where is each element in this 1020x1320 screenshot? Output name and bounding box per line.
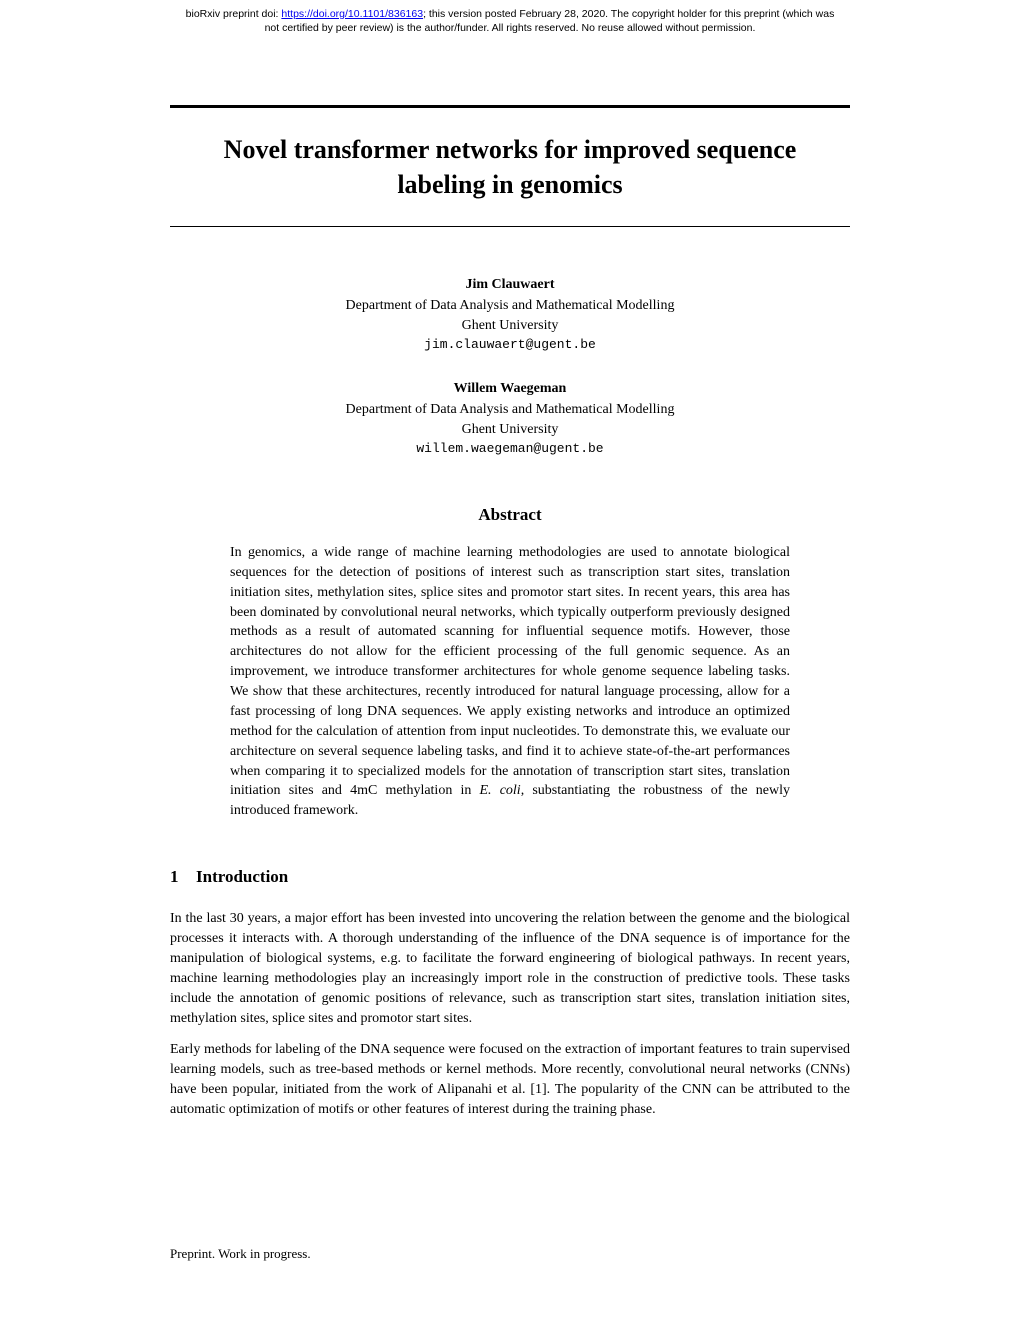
author-institution-1: Ghent University bbox=[170, 316, 850, 336]
abstract-text-prefix: In genomics, a wide range of machine lea… bbox=[230, 545, 790, 799]
abstract-body: In genomics, a wide range of machine lea… bbox=[230, 543, 790, 821]
section-1-title: Introduction bbox=[196, 867, 288, 886]
abstract-heading: Abstract bbox=[170, 505, 850, 525]
author-affiliation-2: Department of Data Analysis and Mathemat… bbox=[170, 400, 850, 420]
author-name-1: Jim Clauwaert bbox=[170, 275, 850, 295]
author-institution-2: Ghent University bbox=[170, 420, 850, 440]
author-name-2: Willem Waegeman bbox=[170, 379, 850, 399]
banner-line2: not certified by peer review) is the aut… bbox=[265, 22, 756, 34]
author-email-1: jim.clauwaert@ugent.be bbox=[170, 336, 850, 355]
page-content: Novel transformer networks for improved … bbox=[170, 35, 850, 1120]
section-1-para-1: In the last 30 years, a major effort has… bbox=[170, 909, 850, 1028]
paper-title: Novel transformer networks for improved … bbox=[170, 132, 850, 202]
authors-block: Jim Clauwaert Department of Data Analysi… bbox=[170, 275, 850, 458]
abstract-text-italic: E. coli bbox=[480, 783, 521, 798]
author-group-1: Jim Clauwaert Department of Data Analysi… bbox=[170, 275, 850, 355]
preprint-banner: bioRxiv preprint doi: https://doi.org/10… bbox=[0, 0, 1020, 35]
author-affiliation-1: Department of Data Analysis and Mathemat… bbox=[170, 296, 850, 316]
author-email-2: willem.waegeman@ugent.be bbox=[170, 440, 850, 459]
footer-note: Preprint. Work in progress. bbox=[170, 1246, 311, 1262]
author-group-2: Willem Waegeman Department of Data Analy… bbox=[170, 379, 850, 459]
title-line1: Novel transformer networks for improved … bbox=[224, 135, 797, 164]
section-1-para-2: Early methods for labeling of the DNA se… bbox=[170, 1040, 850, 1120]
title-line2: labeling in genomics bbox=[397, 170, 622, 199]
section-1-number: 1 bbox=[170, 867, 196, 887]
banner-line1-suffix: ; this version posted February 28, 2020.… bbox=[423, 8, 834, 20]
doi-link[interactable]: https://doi.org/10.1101/836163 bbox=[281, 8, 423, 20]
banner-line1-prefix: bioRxiv preprint doi: bbox=[186, 8, 282, 20]
title-bottom-rule bbox=[170, 226, 850, 227]
section-1-heading: 1Introduction bbox=[170, 867, 850, 887]
top-thick-rule bbox=[170, 105, 850, 108]
